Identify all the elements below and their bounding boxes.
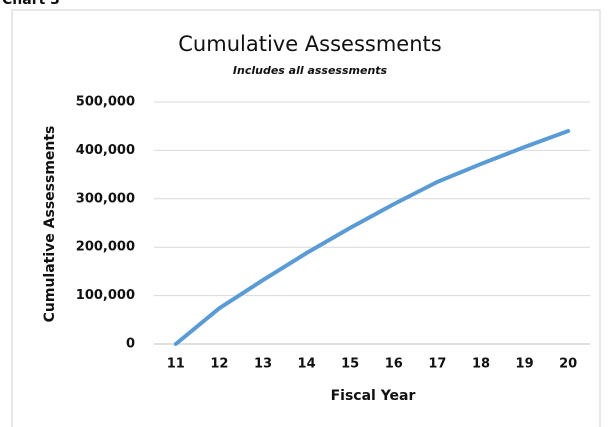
x-tick-label: 13	[254, 357, 272, 372]
x-tick-label: 14	[298, 357, 316, 372]
x-tick-label: 16	[385, 357, 403, 372]
x-tick-label: 15	[341, 357, 359, 372]
y-tick-label: 400,000	[76, 143, 135, 158]
x-tick-label: 12	[210, 357, 228, 372]
x-tick-label: 11	[167, 357, 185, 372]
y-axis-label: Cumulative Assessments	[42, 126, 58, 323]
y-tick-label: 0	[126, 337, 135, 352]
x-tick-label: 17	[428, 357, 446, 372]
data-line	[173, 129, 571, 346]
y-tick-label: 300,000	[76, 191, 135, 206]
y-tick-label: 200,000	[76, 240, 135, 255]
chart-subtitle: Includes all assessments	[233, 64, 388, 77]
chart-frame	[11, 9, 601, 427]
chart-title: Cumulative Assessments	[178, 32, 441, 56]
x-axis-label: Fiscal Year	[331, 388, 416, 404]
x-tick-label: 20	[559, 357, 577, 372]
chart-label: Chart 3	[2, 0, 60, 8]
x-tick-label: 19	[516, 357, 534, 372]
y-tick-label: 500,000	[76, 95, 135, 110]
x-tick-label: 18	[472, 357, 490, 372]
y-tick-label: 100,000	[76, 288, 135, 303]
